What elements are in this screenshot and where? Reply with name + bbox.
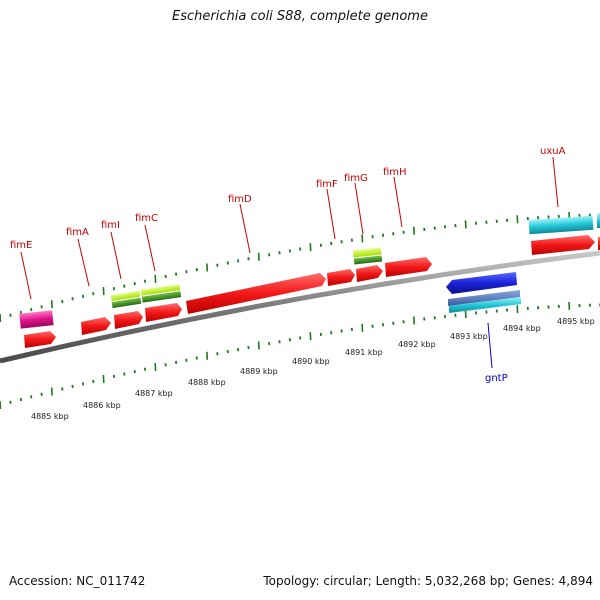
cds-arrow-edge [598, 237, 600, 250]
feature-fimI-green [111, 297, 142, 309]
label-line-fimA [77, 238, 90, 287]
outer-tick-ring [0, 211, 600, 323]
feature-fimI-lime [110, 290, 141, 302]
gene-label-fimF: fimF [316, 179, 338, 190]
label-line-fimF [326, 188, 336, 240]
cds-arrow-fimH [385, 257, 432, 277]
cds-arrow-gntP-steel [448, 290, 520, 306]
scale-labels: 4885 kbp 4886 kbp 4887 kbp 4888 kbp 4889… [31, 317, 595, 421]
kbp-label: 4894 kbp [503, 324, 541, 333]
kbp-label: 4895 kbp [557, 317, 595, 326]
genome-backbone [0, 250, 600, 364]
cds-arrow-fimD [186, 273, 326, 314]
genome-title: Escherichia coli S88, complete genome [172, 9, 428, 24]
gene-label-fimE: fimE [10, 240, 32, 251]
gene-label-lines [20, 156, 559, 369]
feature-uxuA-cyan [528, 215, 594, 235]
feature-fimG-green [353, 255, 383, 265]
label-line-fimC [144, 224, 156, 272]
feature-fimC-green [141, 291, 182, 303]
kbp-label: 4887 kbp [135, 389, 173, 398]
cds-arrow-fimA [81, 317, 111, 335]
label-line-fimI [110, 231, 122, 280]
label-line-fimD [239, 203, 251, 254]
gene-label-fimD: fimD [228, 194, 252, 205]
kbp-label: 4890 kbp [292, 357, 330, 366]
accession-text: Accession: NC_011742 [9, 574, 146, 588]
gene-label-uxuA: uxuA [540, 146, 566, 157]
cds-arrow-fimC [145, 303, 182, 322]
gene-label-gntP: gntP [485, 373, 508, 384]
kbp-label: 4892 kbp [398, 340, 436, 349]
gene-label-fimH: fimH [383, 167, 407, 178]
kbp-label: 4891 kbp [345, 348, 383, 357]
feature-misc-pink [19, 310, 54, 329]
gene-label-fimI: fimI [101, 220, 120, 231]
label-line-fimH [393, 176, 403, 228]
cds-arrow-gntP-cyan [449, 297, 521, 313]
gene-label-fimA: fimA [66, 227, 89, 238]
cds-arrow-gntP-blue [446, 272, 517, 294]
cds-arrow-fimE [24, 331, 56, 348]
gene-labels: fimE fimA fimI fimC fimD fimF fimG fimH … [10, 146, 566, 384]
gene-label-fimC: fimC [135, 213, 158, 224]
feature-edge-cyan [597, 214, 600, 228]
kbp-label: 4888 kbp [188, 378, 226, 387]
cds-arrow-fimI [114, 311, 143, 329]
genome-stats-text: Topology: circular; Length: 5,032,268 bp… [263, 574, 593, 588]
label-line-fimE [20, 251, 32, 300]
cds-arrow-uxuA [531, 235, 595, 255]
feature-track-outer [19, 214, 600, 329]
kbp-label: 4885 kbp [31, 412, 69, 421]
kbp-label: 4893 kbp [450, 332, 488, 341]
cds-track [24, 235, 600, 348]
kbp-label: 4886 kbp [83, 401, 121, 410]
label-line-uxuA [552, 156, 559, 208]
kbp-label: 4889 kbp [240, 367, 278, 376]
cds-arrow-fimG [356, 265, 383, 282]
inner-tick-ring [0, 301, 600, 410]
feature-fimC-lime [140, 284, 181, 296]
label-line-fimG [354, 182, 364, 235]
feature-fimG-lime [352, 247, 382, 258]
gene-label-fimG: fimG [344, 173, 368, 184]
label-line-gntP [487, 322, 493, 369]
cds-arrow-fimF [327, 269, 355, 286]
